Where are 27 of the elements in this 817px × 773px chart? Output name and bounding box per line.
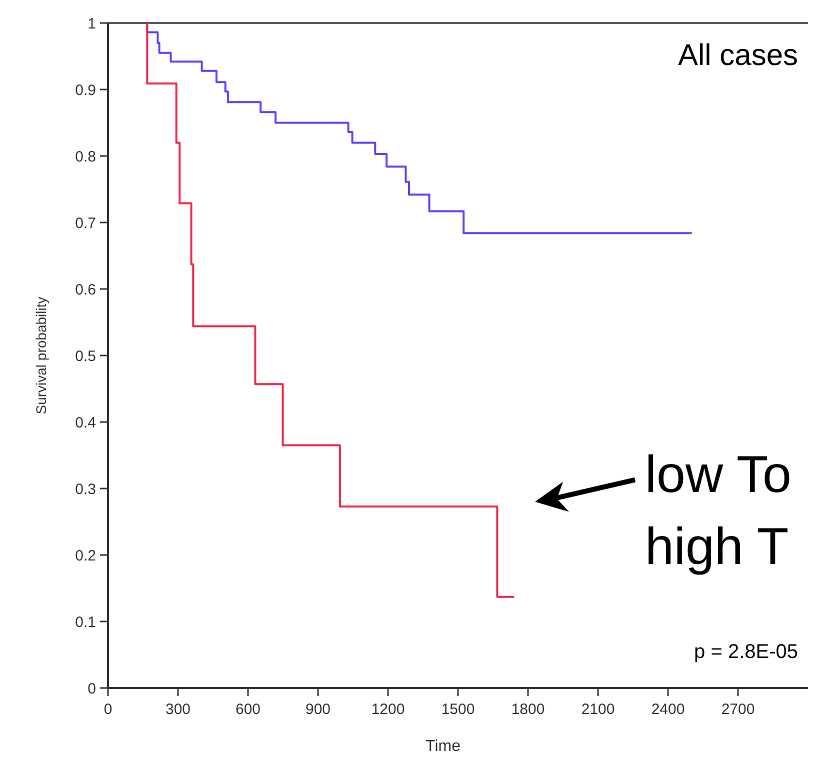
y-tick-label: 0.3	[75, 480, 96, 498]
x-tick-label: 2100	[581, 701, 615, 718]
x-tick-label: 1500	[441, 701, 475, 718]
x-tick-label: 300	[165, 701, 191, 718]
annotation: All cases	[678, 39, 798, 72]
y-tick-label: 0.9	[75, 82, 96, 99]
y-tick-label: 0.7	[75, 214, 96, 232]
x-axis-title: Time	[426, 738, 461, 755]
annotation: high T	[645, 518, 789, 576]
y-tick-label: 0.5	[75, 348, 96, 365]
x-tick-label: 2700	[721, 701, 755, 718]
x-tick-label: 600	[235, 701, 261, 718]
x-tick-label: 1800	[511, 701, 545, 718]
y-tick-label: 0.8	[75, 148, 96, 166]
y-axis-title: Survival probability	[33, 296, 49, 414]
y-tick-label: 0	[88, 680, 96, 698]
x-tick-label: 900	[305, 701, 331, 718]
x-tick-label: 2400	[651, 701, 685, 718]
y-tick-label: 0.2	[75, 547, 96, 564]
annotation: low To	[645, 446, 792, 504]
y-tick-label: 0.6	[75, 281, 96, 298]
x-tick-label: 0	[104, 701, 112, 718]
y-tick-label: 0.4	[75, 414, 96, 432]
x-tick-label: 1200	[371, 701, 405, 718]
y-tick-label: 1	[88, 15, 96, 32]
y-tick-label: 0.1	[75, 614, 96, 631]
annotation: p = 2.8E-05	[694, 641, 798, 663]
